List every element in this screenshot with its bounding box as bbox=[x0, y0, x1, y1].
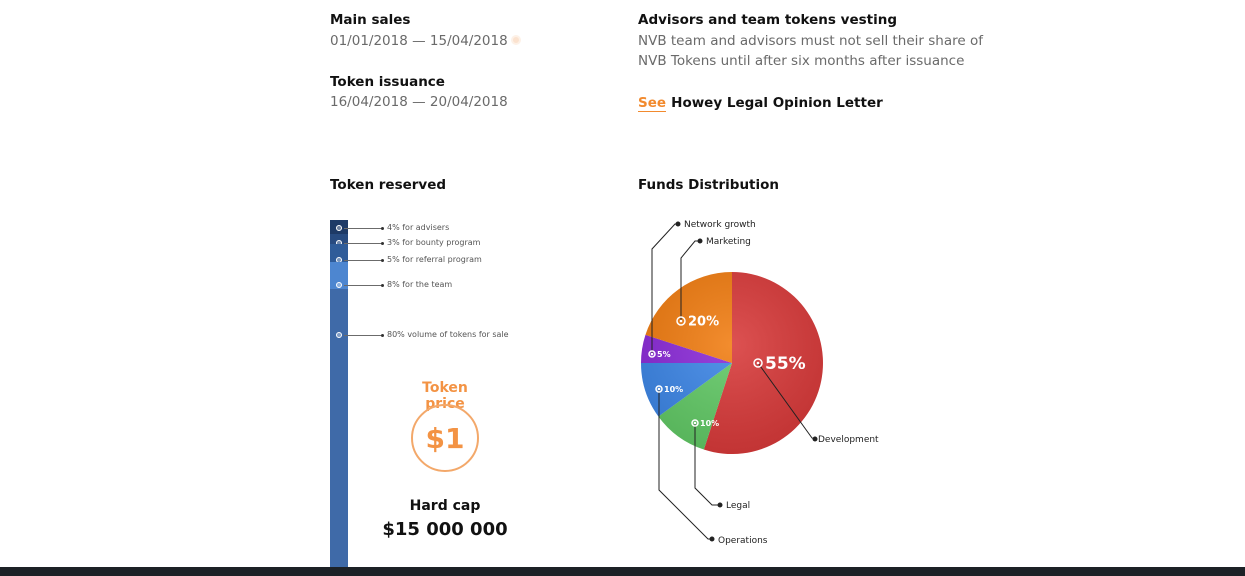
token-bar-leader-line bbox=[344, 335, 382, 336]
pie-callout-dot bbox=[709, 536, 715, 542]
token-bar-leader-line bbox=[344, 243, 382, 244]
main-sales-dates-text: 01/01/2018 — 15/04/2018 bbox=[330, 33, 508, 49]
token-bar-marker-icon bbox=[336, 225, 342, 231]
pie-marker-center-icon bbox=[693, 421, 697, 425]
pie-callout-dot bbox=[812, 436, 818, 442]
token-price-value: $1 bbox=[425, 421, 465, 455]
token-reserved-label: 4% for advisers bbox=[387, 223, 450, 232]
token-bar-leader-dot bbox=[381, 259, 384, 262]
token-bar-leader-dot bbox=[381, 227, 384, 230]
howey-legal-opinion-link[interactable]: Howey Legal Opinion Letter bbox=[671, 95, 883, 111]
token-bar-leader-line bbox=[344, 285, 382, 286]
hard-cap-title: Hard cap bbox=[409, 498, 481, 514]
pie-marker-center-icon bbox=[650, 352, 654, 356]
token-bar-segment bbox=[330, 233, 348, 245]
pie-marker-center-icon bbox=[756, 361, 760, 365]
pie-callout-dot bbox=[697, 238, 703, 244]
token-bar-marker-icon bbox=[336, 282, 342, 288]
token-reserved-label: 80% volume of tokens for sale bbox=[387, 330, 509, 339]
funds-distribution-chart: 55% Development 10% Legal 10% Operations 5% Net… bbox=[641, 220, 879, 546]
token-issuance-title: Token issuance bbox=[330, 74, 445, 90]
funds-distribution-title: Funds Distribution bbox=[638, 177, 780, 193]
pie-percent-label: 10% bbox=[700, 419, 719, 428]
pie-callout-dot bbox=[675, 221, 681, 227]
pie-percent-label: 55% bbox=[765, 354, 806, 374]
token-bar-segment bbox=[330, 244, 348, 262]
pie-marker-icon bbox=[655, 385, 663, 393]
token-issuance-dates: 16/04/2018 — 20/04/2018 bbox=[330, 94, 508, 110]
pie-marker-icon bbox=[648, 350, 656, 358]
vesting-line-2: NVB Tokens until after six months after … bbox=[638, 53, 965, 69]
token-bar-marker-icon bbox=[336, 332, 342, 338]
token-reserved-label: 5% for referral program bbox=[387, 255, 482, 264]
hard-cap-value: $15 000 000 bbox=[382, 519, 508, 540]
token-bar-leader-dot bbox=[381, 284, 384, 287]
token-reserved-label: 3% for bounty program bbox=[387, 238, 481, 247]
main-sales-title: Main sales bbox=[330, 12, 411, 28]
pie-percent-label: 10% bbox=[664, 385, 683, 394]
main-sales-dates: 01/01/2018 — 15/04/2018 bbox=[330, 31, 521, 51]
token-reserved-title: Token reserved bbox=[330, 177, 447, 193]
pie-category-label: Marketing bbox=[706, 237, 751, 247]
token-bar-leader-dot bbox=[381, 242, 384, 245]
pie-marker-icon bbox=[691, 419, 699, 427]
pie-percent-label: 20% bbox=[688, 315, 719, 330]
pie-category-label: Network growth bbox=[684, 220, 756, 230]
pie-category-label: Development bbox=[818, 435, 879, 445]
pie-marker-center-icon bbox=[657, 387, 661, 391]
token-price-circle: $1 bbox=[411, 404, 479, 472]
pie-callout-line bbox=[694, 423, 720, 506]
howey-link-row: See Howey Legal Opinion Letter bbox=[638, 92, 883, 112]
pie-category-label: Legal bbox=[726, 501, 750, 511]
pie-callout-dot bbox=[717, 502, 723, 508]
token-bar-segment bbox=[330, 261, 348, 290]
pie-category-label: Operations bbox=[718, 536, 768, 546]
see-link[interactable]: See bbox=[638, 95, 667, 112]
pie-marker-icon bbox=[753, 358, 763, 368]
token-bar-leader-dot bbox=[381, 334, 384, 337]
token-reserved-label: 8% for the team bbox=[387, 280, 453, 289]
pie-percent-label: 5% bbox=[657, 350, 671, 359]
token-bar-leader-line bbox=[344, 260, 382, 261]
dot-icon bbox=[510, 34, 521, 45]
vesting-title: Advisors and team tokens vesting bbox=[638, 12, 898, 28]
os-taskbar bbox=[0, 567, 1245, 576]
vesting-line-1: NVB team and advisors must not sell thei… bbox=[638, 33, 983, 49]
pie-marker-center-icon bbox=[679, 319, 683, 323]
token-bar-leader-line bbox=[344, 228, 382, 229]
pie-marker-icon bbox=[676, 316, 686, 326]
token-bar-segment bbox=[330, 289, 348, 567]
